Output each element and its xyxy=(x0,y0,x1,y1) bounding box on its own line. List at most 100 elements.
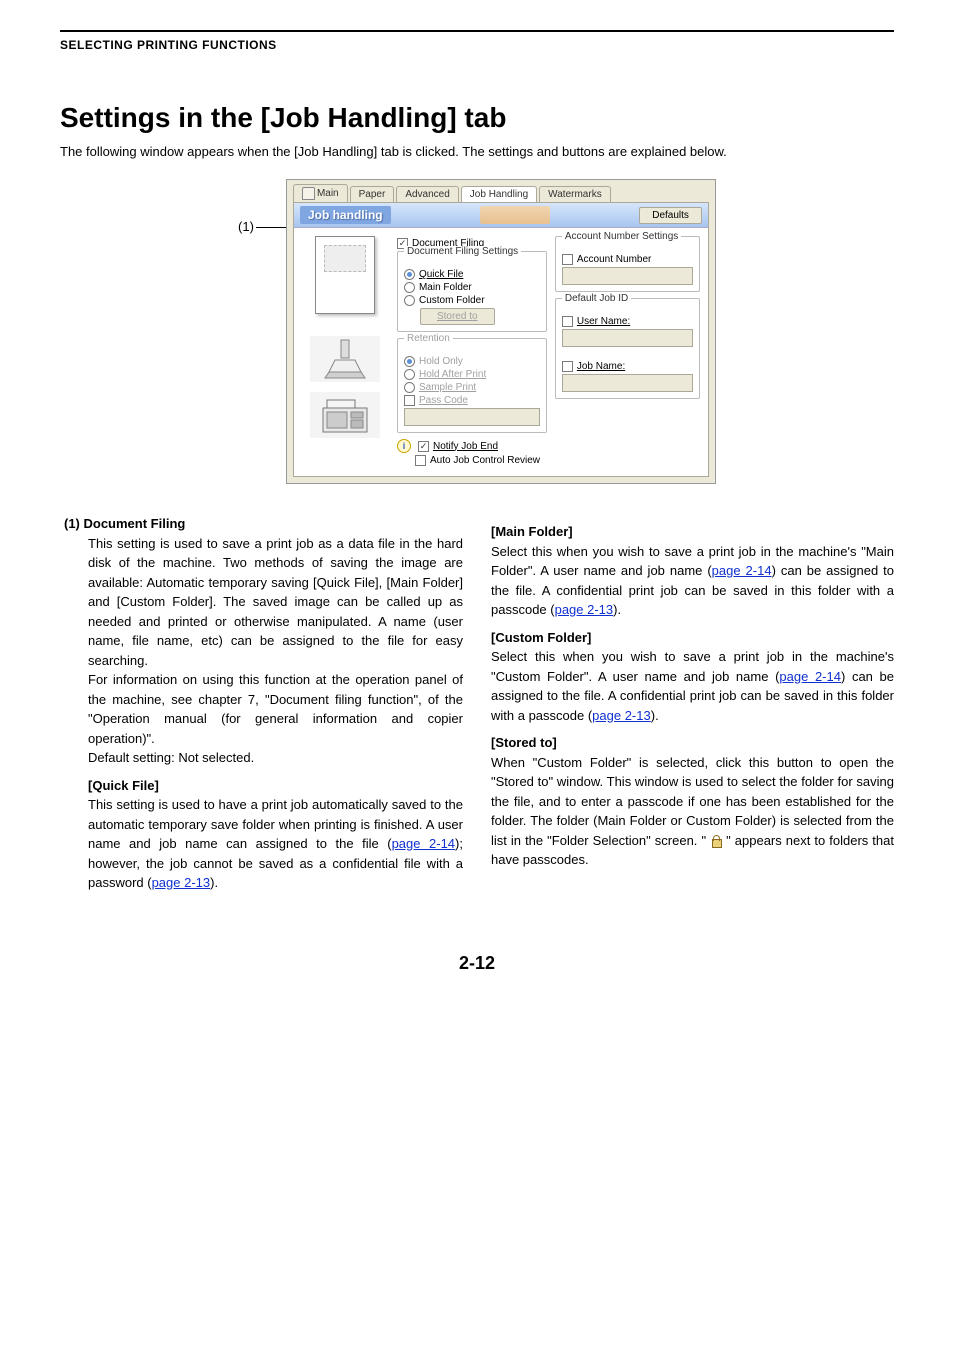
checkbox-icon xyxy=(418,441,429,452)
passcode-label: Pass Code xyxy=(419,395,468,406)
passcode-checkbox: Pass Code xyxy=(404,395,540,406)
auto-job-control-checkbox[interactable]: Auto Job Control Review xyxy=(415,455,547,466)
quick-file-label: Quick File xyxy=(419,269,463,280)
hold-only-label: Hold Only xyxy=(419,356,463,367)
lock-icon xyxy=(710,835,722,847)
preview-column: 1 xyxy=(302,236,389,468)
page-number: 2-12 xyxy=(60,953,894,974)
checkbox-icon xyxy=(562,316,573,327)
doc-filing-legend: Document Filing Settings xyxy=(404,246,521,257)
link-page-2-14[interactable]: page 2-14 xyxy=(392,836,455,851)
tab-job-handling[interactable]: Job Handling xyxy=(461,186,537,202)
tab-main-label: Main xyxy=(317,188,339,199)
user-name-checkbox[interactable]: User Name: xyxy=(562,316,693,327)
job-handling-dialog: Main Paper Advanced Job Handling Waterma… xyxy=(286,179,716,484)
radio-icon xyxy=(404,369,415,380)
item1-p2: For information on using this function a… xyxy=(88,670,463,748)
panel-body: 1 Document Filing Document Filin xyxy=(294,228,708,476)
account-number-group: Account Number Settings Account Number xyxy=(555,236,700,292)
radio-icon xyxy=(404,382,415,393)
link-page-2-14[interactable]: page 2-14 xyxy=(712,563,772,578)
doc-right-col: [Main Folder] Select this when you wish … xyxy=(491,514,894,893)
stored-to-button[interactable]: Stored to xyxy=(420,308,495,325)
printer-icon xyxy=(310,392,380,438)
radio-main-folder[interactable]: Main Folder xyxy=(404,282,540,293)
checkbox-icon xyxy=(562,361,573,372)
main-folder-body: Select this when you wish to save a prin… xyxy=(491,542,894,620)
screenshot-area: (1) Main Paper Advanced Job Handling Wat… xyxy=(60,179,894,484)
intro-text: The following window appears when the [J… xyxy=(60,144,894,159)
custom-folder-label: Custom Folder xyxy=(419,295,485,306)
notify-label: Notify Job End xyxy=(433,441,498,452)
radio-icon xyxy=(404,356,415,367)
job-name-label: Job Name: xyxy=(577,361,625,372)
quick-text-c: ). xyxy=(210,875,218,890)
auto-review-label: Auto Job Control Review xyxy=(430,455,540,466)
checkbox-icon xyxy=(404,395,415,406)
retention-group: Retention Hold Only Hold After Print Sam… xyxy=(397,338,547,433)
link-page-2-13[interactable]: page 2-13 xyxy=(555,602,614,617)
document-filing-settings-group: Document Filing Settings Quick File Main… xyxy=(397,251,547,332)
defaults-button[interactable]: Defaults xyxy=(639,207,702,224)
user-name-label: User Name: xyxy=(577,316,630,327)
notify-job-end-checkbox[interactable]: i Notify Job End xyxy=(397,439,547,453)
tab-paper[interactable]: Paper xyxy=(350,186,395,202)
job-name-checkbox[interactable]: Job Name: xyxy=(562,361,693,372)
hold-after-label: Hold After Print xyxy=(419,369,486,380)
doc-body: (1) Document Filing This setting is used… xyxy=(60,514,894,893)
checkbox-icon xyxy=(415,455,426,466)
account-number-label: Account Number xyxy=(577,254,651,265)
radio-hold-after-print: Hold After Print xyxy=(404,369,540,380)
main-folder-label: Main Folder xyxy=(419,282,472,293)
radio-custom-folder[interactable]: Custom Folder xyxy=(404,295,540,306)
page-preview xyxy=(315,236,375,314)
sample-print-label: Sample Print xyxy=(419,382,476,393)
header-decoration xyxy=(480,206,550,224)
main-folder-heading: [Main Folder] xyxy=(491,522,894,542)
panel: Job handling Defaults 1 xyxy=(293,202,709,477)
radio-hold-only: Hold Only xyxy=(404,356,540,367)
link-page-2-13[interactable]: page 2-13 xyxy=(152,875,211,890)
item1-p3: Default setting: Not selected. xyxy=(88,748,463,768)
user-name-input xyxy=(562,329,693,347)
job-name-input xyxy=(562,374,693,392)
custom-text-c: ). xyxy=(651,708,659,723)
default-job-legend: Default Job ID xyxy=(562,293,631,304)
stored-to-label: Stored to xyxy=(437,311,478,322)
callout-1: (1) xyxy=(238,219,286,234)
link-page-2-13[interactable]: page 2-13 xyxy=(592,708,651,723)
quick-file-body: This setting is used to have a print job… xyxy=(88,795,463,893)
radio-quick-file[interactable]: Quick File xyxy=(404,269,540,280)
radio-icon xyxy=(404,295,415,306)
panel-header: Job handling Defaults xyxy=(294,203,708,228)
tab-row: Main Paper Advanced Job Handling Waterma… xyxy=(287,180,715,202)
custom-folder-body: Select this when you wish to save a prin… xyxy=(491,647,894,725)
page-icon xyxy=(302,187,315,200)
checkbox-icon xyxy=(562,254,573,265)
link-page-2-14[interactable]: page 2-14 xyxy=(779,669,841,684)
passcode-input xyxy=(404,408,540,426)
panel-title: Job handling xyxy=(300,206,391,224)
radio-sample-print: Sample Print xyxy=(404,382,540,393)
custom-folder-heading: [Custom Folder] xyxy=(491,628,894,648)
stored-to-body: When "Custom Folder" is selected, click … xyxy=(491,753,894,870)
quick-file-heading: [Quick File] xyxy=(88,776,463,796)
account-legend: Account Number Settings xyxy=(562,231,681,242)
retention-legend: Retention xyxy=(404,333,453,344)
account-number-input xyxy=(562,267,693,285)
main-text-c: ). xyxy=(613,602,621,617)
tab-main[interactable]: Main xyxy=(293,184,348,202)
tab-watermarks[interactable]: Watermarks xyxy=(539,186,611,202)
callout-text: (1) xyxy=(238,219,254,234)
stored-to-heading: [Stored to] xyxy=(491,733,894,753)
info-icon: i xyxy=(397,439,411,453)
middle-column: Document Filing Document Filing Settings… xyxy=(397,236,547,468)
section-header: SELECTING PRINTING FUNCTIONS xyxy=(60,38,894,52)
tab-advanced[interactable]: Advanced xyxy=(396,186,458,202)
right-column: Account Number Settings Account Number D… xyxy=(555,236,700,468)
item1-heading: (1) Document Filing xyxy=(64,514,463,534)
radio-icon xyxy=(404,282,415,293)
account-number-checkbox[interactable]: Account Number xyxy=(562,254,693,265)
radio-icon xyxy=(404,269,415,280)
header-rule xyxy=(60,30,894,32)
